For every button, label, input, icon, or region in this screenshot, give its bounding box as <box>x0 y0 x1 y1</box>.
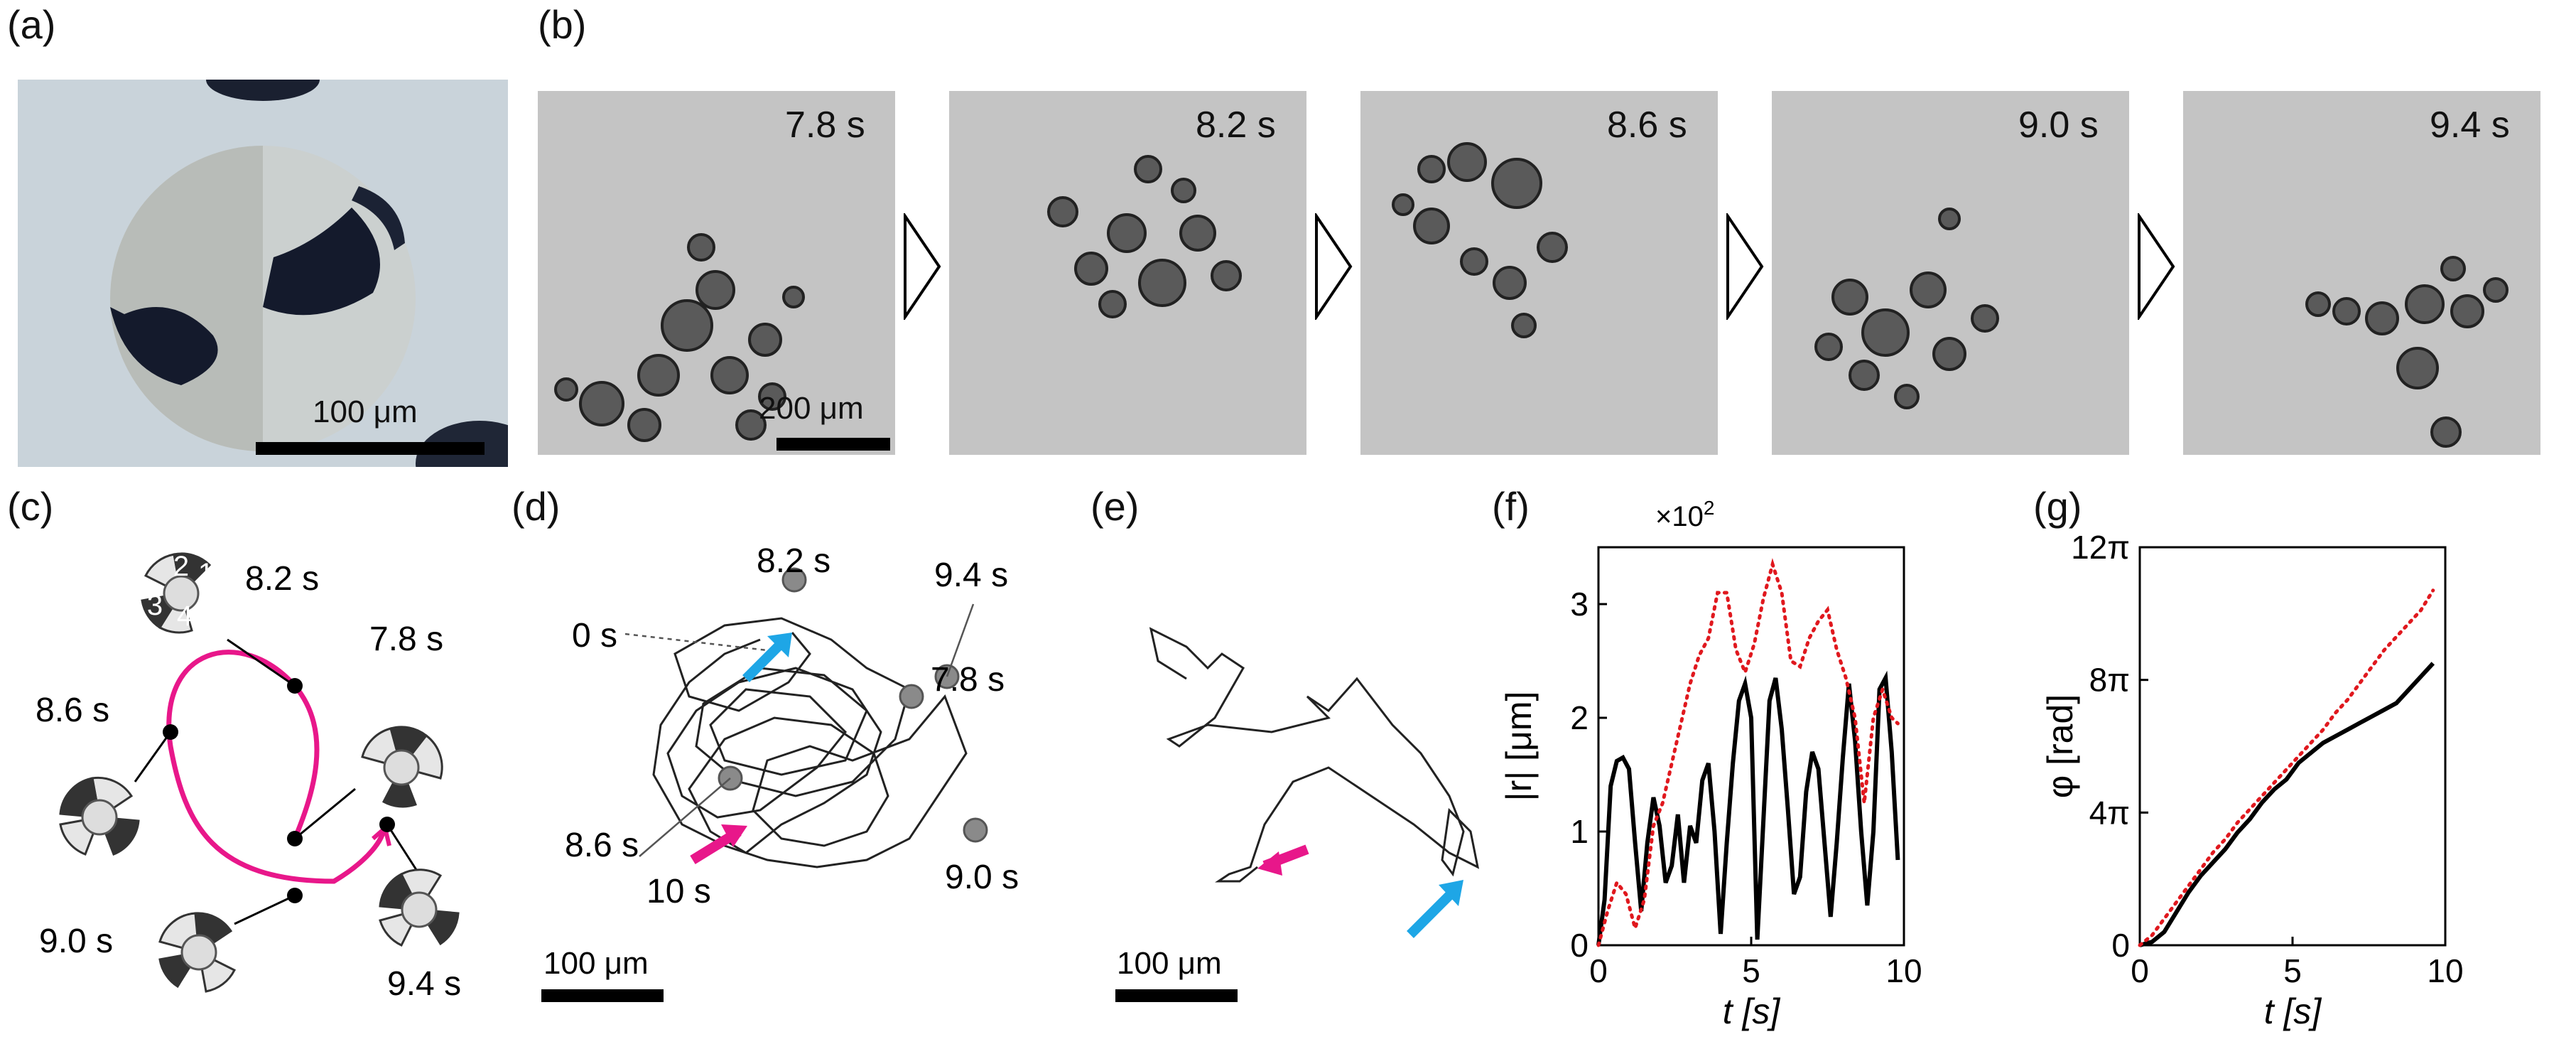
scale-bar-d <box>541 989 664 1002</box>
panel-f-label: (f) <box>1492 484 1530 529</box>
chart-f-y-tick-label: 3 <box>1570 586 1589 623</box>
trajectory-segment <box>292 684 320 840</box>
particle-glyph-5 <box>379 868 460 947</box>
chart-g-y-axis-label: φ [rad] <box>2040 694 2080 798</box>
arrow-chevron-1 <box>904 213 941 320</box>
trajectory-path-d <box>652 617 968 868</box>
frame-time-2: 8.2 s <box>1196 104 1276 146</box>
time-d-3: 0 s <box>572 617 617 655</box>
bubble-cluster-4 <box>1814 208 1999 409</box>
time-c-5: 9.4 s <box>387 965 461 1003</box>
frame-4 <box>1772 91 2129 455</box>
chart-f: ×102 0 5 10 0 1 2 3 t [s] |r| [μm] <box>1499 497 1922 1031</box>
start-arrow-e <box>1407 880 1463 938</box>
arrow-chevron-2 <box>1315 213 1353 320</box>
chart-g-y-tick-label: 8π <box>2089 662 2130 699</box>
panel-d-trajectory: 8.2 s 9.4 s 0 s 7.8 s 8.6 s 10 s 9.0 s 1… <box>541 542 1019 1002</box>
frame-time-5: 9.4 s <box>2430 104 2510 146</box>
panel-b-label: (b) <box>538 2 587 47</box>
trajectory-loop <box>166 650 386 884</box>
frame-1 <box>538 91 895 455</box>
bubble-cluster-5 <box>2305 256 2509 448</box>
particle-glyph-3 <box>59 776 140 856</box>
frame-3 <box>1360 91 1718 455</box>
time-d-1: 8.2 s <box>757 542 830 580</box>
chart-f-y-axis-label: |r| [μm] <box>1499 692 1539 802</box>
frame-time-4: 9.0 s <box>2018 104 2099 146</box>
particle-glyph-1 <box>141 552 212 634</box>
chart-g-x-tick-label: 0 <box>2131 952 2149 989</box>
scale-bar-e <box>1115 989 1238 1002</box>
chart-f-x-tick-label: 10 <box>1885 952 1922 989</box>
chart-g-series-solid <box>2139 662 2435 947</box>
segment-number: 3 <box>147 590 163 621</box>
start-arrow-d <box>742 633 792 682</box>
chart-g-series-dotted <box>2138 588 2435 947</box>
panel-d-label: (d) <box>512 484 561 529</box>
chart-g-x-axis-label: t [s] <box>2264 991 2322 1031</box>
chart-f-series-dotted <box>1596 558 1900 947</box>
frame-5 <box>2183 91 2540 455</box>
leader-lines-d <box>624 603 975 857</box>
scale-bar-b <box>776 438 890 451</box>
chart-g-axes-frame <box>2138 546 2447 947</box>
segment-number: 1 <box>198 558 214 589</box>
time-d-2: 9.4 s <box>934 556 1008 594</box>
time-c-4: 9.0 s <box>39 922 113 960</box>
panel-g-label: (g) <box>2033 484 2082 529</box>
bubble-cluster-2 <box>1047 155 1242 318</box>
scale-bar-a <box>256 442 485 455</box>
arrow-chevron-3 <box>1726 213 1764 320</box>
time-c-2: 7.8 s <box>369 620 443 658</box>
time-d-5: 8.6 s <box>565 827 639 864</box>
chart-f-x-axis-label: t [s] <box>1723 991 1781 1031</box>
trajectory-points <box>163 678 395 903</box>
particle-image <box>110 80 508 467</box>
time-d-4: 7.8 s <box>931 661 1005 699</box>
segment-number: 2 <box>173 551 189 582</box>
leader-lines <box>134 638 421 925</box>
panel-c-diagram: 2 1 3 4 8.2 s 7.8 s 8.6 s 9.0 s 9.4 s <box>36 551 461 1003</box>
time-c-3: 8.6 s <box>36 692 109 729</box>
frame-time-1: 7.8 s <box>785 104 865 146</box>
bubble-cluster-1 <box>554 233 805 442</box>
frame-2 <box>949 91 1306 455</box>
time-markers-d <box>718 567 988 843</box>
multiplier-f: ×102 <box>1655 497 1714 532</box>
particle-micrograph <box>18 80 508 467</box>
chart-f-x-tick-label: 5 <box>1742 952 1760 989</box>
scale-text-e: 100 μm <box>1117 946 1222 981</box>
bubble-cluster-3 <box>1392 142 1568 338</box>
chart-f-x-tick-label: 0 <box>1589 952 1608 989</box>
panel-e-label: (e) <box>1091 484 1140 529</box>
chart-f-y-tick-label: 2 <box>1570 699 1589 736</box>
time-d-7: 9.0 s <box>945 859 1019 896</box>
chart-g-y-tick-label: 4π <box>2089 794 2130 831</box>
particle-glyph-4 <box>158 912 237 993</box>
panel-a-label: (a) <box>7 2 56 47</box>
chart-f-series-solid <box>1596 670 1900 946</box>
time-d-6: 10 s <box>646 873 711 910</box>
trajectory-path-e <box>1149 627 1480 883</box>
frame-time-3: 8.6 s <box>1607 104 1687 146</box>
chart-g-x-tick-label: 10 <box>2427 952 2463 989</box>
end-arrow-e <box>1257 844 1309 876</box>
scale-text-b: 200 μm <box>759 391 864 426</box>
arrow-chevron-4 <box>2138 213 2175 320</box>
panel-c-label: (c) <box>7 484 54 529</box>
chart-f-y-tick-label: 1 <box>1570 813 1589 850</box>
chart-g-y-tick-label: 12π <box>2071 529 2130 566</box>
chart-g: 0 5 10 0 4π 8π 12π t [s] φ [rad] <box>2040 529 2464 1031</box>
chart-g-x-tick-label: 5 <box>2283 952 2302 989</box>
chart-f-y-tick-label: 0 <box>1570 927 1589 964</box>
scale-text-a: 100 μm <box>313 394 418 429</box>
end-arrow-d <box>690 824 747 864</box>
time-c-1: 8.2 s <box>245 560 319 598</box>
panel-e-trajectory: 100 μm <box>1115 627 1480 1002</box>
chart-g-y-tick-label: 0 <box>2111 927 2130 964</box>
scale-text-d: 100 μm <box>543 946 649 981</box>
segment-number: 4 <box>177 601 193 632</box>
particle-glyph-2 <box>361 726 443 808</box>
